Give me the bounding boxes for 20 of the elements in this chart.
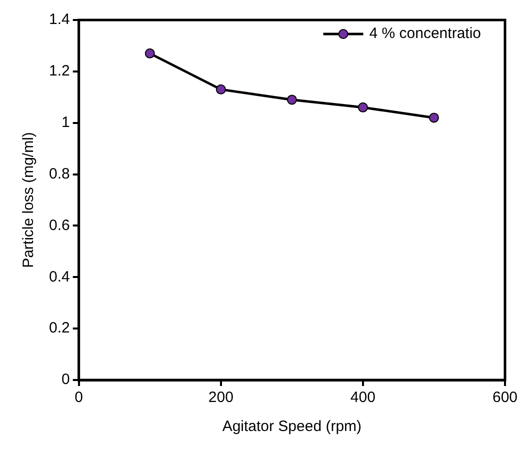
- y-tick-label: 0: [62, 371, 70, 388]
- y-tick-label: 0.8: [48, 165, 70, 182]
- y-tick-label: 1: [62, 114, 70, 131]
- x-tick-label: 0: [74, 389, 84, 406]
- point: [358, 102, 368, 112]
- legend-label: 4 % concentratio: [369, 25, 482, 42]
- y-tick-label: 0.4: [48, 268, 70, 286]
- x-axis-title: Agitator Speed (rpm): [222, 418, 362, 436]
- point: [286, 94, 297, 105]
- x-tick-label: 400: [350, 389, 376, 406]
- y-tick-label: 1.4: [48, 11, 70, 28]
- y-tick-label: 1.2: [48, 62, 70, 80]
- x-tick-label: 600: [492, 389, 518, 406]
- x-tick-label: 200: [208, 389, 234, 406]
- point: [216, 84, 226, 94]
- y-axis-title: Particle loss (mg/ml): [20, 132, 38, 268]
- point: [428, 112, 439, 123]
- point: [144, 48, 155, 58]
- y-tick-label: 0.2: [48, 320, 70, 337]
- y-tick-label: 0.6: [48, 216, 70, 234]
